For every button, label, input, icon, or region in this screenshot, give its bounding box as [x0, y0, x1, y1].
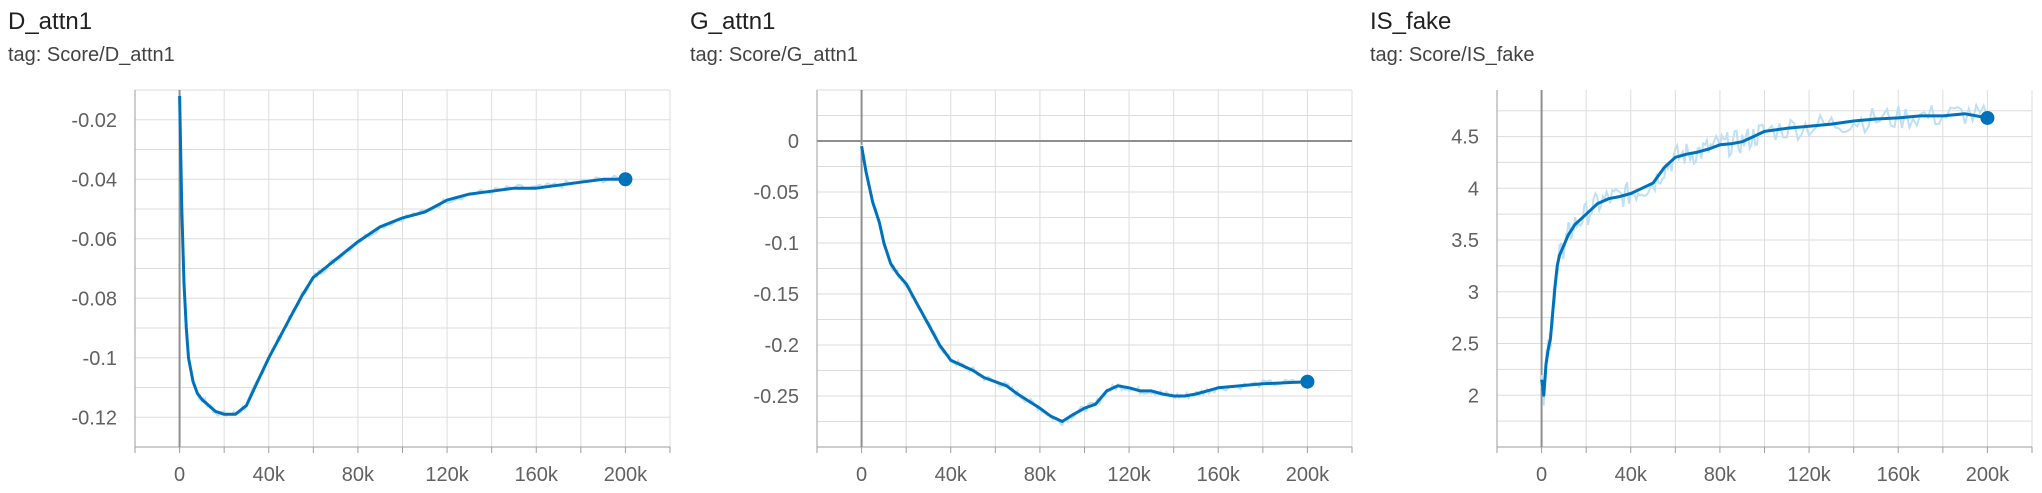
series-line[interactable] — [178, 95, 626, 416]
x-tick-label: 40k — [253, 464, 286, 486]
x-tick-label: 0 — [174, 464, 185, 486]
chart-card-d-attn1: 0 40k 80k 120k 160k 200k -0.02 -0.04 -0.06 -0.08 -… — [0, 0, 680, 493]
d-attn1-plot[interactable]: 0 40k 80k 120k 160k 200k -0.02 -0.04 -0.06 -0.08 -… — [0, 0, 680, 493]
y-tick-label: -0.2 — [765, 335, 799, 357]
x-tick-label: 200k — [1966, 464, 2010, 486]
chart-tag: tag: Score/D_attn1 — [8, 44, 175, 66]
x-tick-label: 200k — [604, 464, 648, 486]
y-tick-label: -0.04 — [71, 169, 117, 191]
chart-title: G_attn1 — [690, 8, 776, 35]
y-tick-label: 3 — [1468, 282, 1479, 304]
chart-card-g-attn1: 0 40k 80k 120k 160k 200k 0 -0.05 -0.1 -0.15 -0.2 -0… — [682, 0, 1362, 493]
last-value-marker[interactable] — [618, 172, 633, 187]
x-tick-label: 80k — [1024, 464, 1057, 486]
x-tick-label: 160k — [515, 464, 559, 486]
chart-tag: tag: Score/IS_fake — [1370, 44, 1535, 66]
x-tick-label: 160k — [1197, 464, 1241, 486]
is-fake-plot[interactable]: 0 40k 80k 120k 160k 200k 4.5 4 3.5 3 2.5 2 — [1362, 0, 2042, 493]
y-tick-label: -0.1 — [83, 348, 117, 370]
y-tick-label: 2.5 — [1451, 334, 1479, 356]
y-tick-label: 0 — [788, 131, 799, 153]
y-tick-label: 4 — [1468, 178, 1479, 200]
y-tick-label: -0.06 — [71, 229, 117, 251]
x-tick-label: 40k — [935, 464, 968, 486]
chart-tag: tag: Score/G_attn1 — [690, 44, 858, 66]
series-line[interactable] — [860, 145, 1308, 423]
x-tick-label: 0 — [856, 464, 867, 486]
x-tick-label: 40k — [1615, 464, 1648, 486]
x-tick-label: 200k — [1286, 464, 1330, 486]
y-tick-label: -0.25 — [753, 386, 799, 408]
last-value-marker[interactable] — [1980, 110, 1995, 125]
y-tick-label: -0.02 — [71, 110, 117, 132]
chart-title: IS_fake — [1370, 8, 1452, 35]
y-tick-label: 3.5 — [1451, 230, 1479, 252]
y-tick-label: -0.05 — [753, 182, 799, 204]
x-tick-label: 80k — [342, 464, 375, 486]
x-tick-label: 120k — [1107, 464, 1151, 486]
x-tick-label: 0 — [1536, 464, 1547, 486]
x-tick-label: 120k — [425, 464, 469, 486]
y-tick-label: 4.5 — [1451, 127, 1479, 149]
y-tick-label: 2 — [1468, 385, 1479, 407]
x-tick-label: 80k — [1704, 464, 1737, 486]
g-attn1-plot[interactable]: 0 40k 80k 120k 160k 200k 0 -0.05 -0.1 -0.15 -0.2 -0… — [682, 0, 1362, 493]
y-tick-label: -0.1 — [765, 233, 799, 255]
y-tick-label: -0.12 — [71, 407, 117, 429]
y-tick-label: -0.08 — [71, 288, 117, 310]
chart-card-is-fake: 0 40k 80k 120k 160k 200k 4.5 4 3.5 3 2.5 2 IS_fake … — [1362, 0, 2042, 493]
y-tick-label: -0.15 — [753, 284, 799, 306]
chart-title: D_attn1 — [8, 8, 93, 35]
x-tick-label: 120k — [1787, 464, 1831, 486]
series-line[interactable] — [1540, 112, 1988, 397]
x-tick-label: 160k — [1877, 464, 1921, 486]
last-value-marker[interactable] — [1300, 374, 1315, 389]
